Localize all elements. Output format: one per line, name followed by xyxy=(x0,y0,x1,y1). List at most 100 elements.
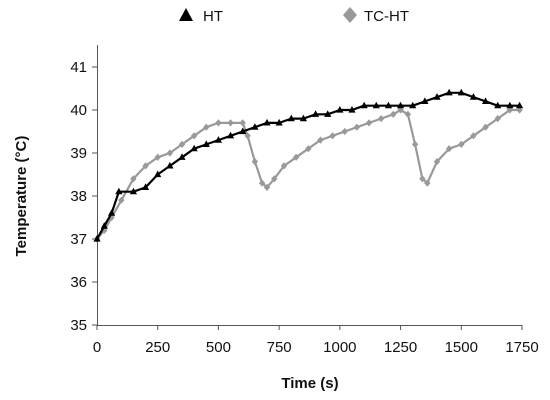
data-point xyxy=(178,153,186,160)
data-point xyxy=(419,175,426,183)
data-point xyxy=(271,175,278,183)
data-point xyxy=(482,123,489,131)
data-point xyxy=(226,131,235,139)
data-point xyxy=(377,115,385,123)
data-point xyxy=(424,179,431,187)
data-point xyxy=(214,136,223,143)
y-tick-label: 41 xyxy=(70,59,87,76)
data-point xyxy=(457,88,465,96)
data-point xyxy=(353,123,361,131)
data-point xyxy=(445,145,453,153)
data-point xyxy=(203,123,210,131)
data-point xyxy=(239,127,247,135)
data-point xyxy=(115,187,123,195)
data-point xyxy=(100,222,108,229)
data-point xyxy=(409,101,417,109)
ticks: 35 36 37 38 39 40 41 0 250 500 750 1000 1250 1500 1750 xyxy=(70,59,538,356)
series-ht xyxy=(93,88,524,242)
data-point xyxy=(299,114,308,122)
data-point xyxy=(107,209,116,216)
data-point xyxy=(166,149,174,157)
data-point xyxy=(280,162,288,170)
data-point xyxy=(251,123,259,130)
data-point xyxy=(360,101,368,109)
data-point xyxy=(336,106,344,113)
y-tick-label: 40 xyxy=(70,102,87,119)
data-point xyxy=(372,101,380,109)
axes xyxy=(97,45,522,326)
data-point xyxy=(411,140,419,148)
data-point xyxy=(421,97,429,104)
x-tick-label: 1000 xyxy=(323,339,356,356)
data-point xyxy=(215,119,222,127)
legend-marker-ht-triangle-icon xyxy=(179,8,193,21)
series-line xyxy=(96,108,520,240)
data-point xyxy=(404,110,412,118)
data-point xyxy=(305,145,312,153)
data-point xyxy=(445,88,453,96)
data-point xyxy=(130,175,137,183)
data-point xyxy=(365,119,373,127)
data-point xyxy=(317,136,324,144)
data-point xyxy=(481,97,490,104)
x-tick-label: 1250 xyxy=(384,339,417,356)
data-point xyxy=(239,119,246,127)
data-point xyxy=(311,110,320,117)
x-tick-label: 750 xyxy=(267,339,292,356)
data-point xyxy=(227,119,234,127)
legend: HT TC-HT xyxy=(179,7,409,25)
data-point xyxy=(258,179,266,187)
x-tick-label: 250 xyxy=(145,339,170,356)
y-tick-label: 36 xyxy=(70,274,87,291)
data-point xyxy=(287,114,295,122)
data-point xyxy=(263,118,271,126)
legend-label-tc-ht: TC-HT xyxy=(364,8,409,25)
legend-label-ht: HT xyxy=(203,8,223,25)
data-point xyxy=(190,132,198,140)
data-point xyxy=(433,93,441,100)
data-point xyxy=(251,158,259,166)
data-point xyxy=(118,196,125,204)
data-point xyxy=(166,161,174,169)
data-point xyxy=(93,235,101,242)
x-tick-label: 0 xyxy=(93,339,101,356)
data-point xyxy=(202,140,210,147)
data-point xyxy=(154,153,161,161)
data-point xyxy=(329,132,336,140)
y-axis-title: Temperature (°C) xyxy=(13,136,30,257)
data-point xyxy=(506,101,514,109)
data-point xyxy=(341,127,348,136)
y-tick-label: 38 xyxy=(70,188,87,205)
series-line xyxy=(96,91,520,240)
y-tick-label: 39 xyxy=(70,145,87,162)
data-point xyxy=(275,118,283,126)
data-point xyxy=(129,187,138,195)
data-point xyxy=(178,140,186,148)
x-tick-label: 1750 xyxy=(505,339,538,356)
x-axis-title: Time (s) xyxy=(281,375,338,392)
data-point xyxy=(324,110,332,117)
x-tick-label: 500 xyxy=(206,339,231,356)
data-point xyxy=(190,144,198,152)
data-point xyxy=(390,110,397,118)
data-point xyxy=(494,101,502,109)
y-tick-label: 35 xyxy=(70,317,87,334)
data-point xyxy=(515,101,524,109)
y-tick-label: 37 xyxy=(70,231,87,248)
data-point xyxy=(396,101,405,109)
data-point xyxy=(469,93,478,100)
series-tc-ht xyxy=(93,106,523,243)
data-point xyxy=(494,115,501,123)
data-point xyxy=(433,158,441,166)
data-point xyxy=(458,140,465,148)
legend-marker-tc-ht-diamond-icon xyxy=(343,7,357,23)
data-point xyxy=(263,183,271,191)
x-tick-label: 1500 xyxy=(445,339,478,356)
series-layer xyxy=(93,88,524,243)
data-point xyxy=(384,101,393,109)
data-point xyxy=(154,170,162,178)
data-point xyxy=(470,132,477,140)
data-point xyxy=(141,183,150,190)
data-point xyxy=(348,106,356,113)
